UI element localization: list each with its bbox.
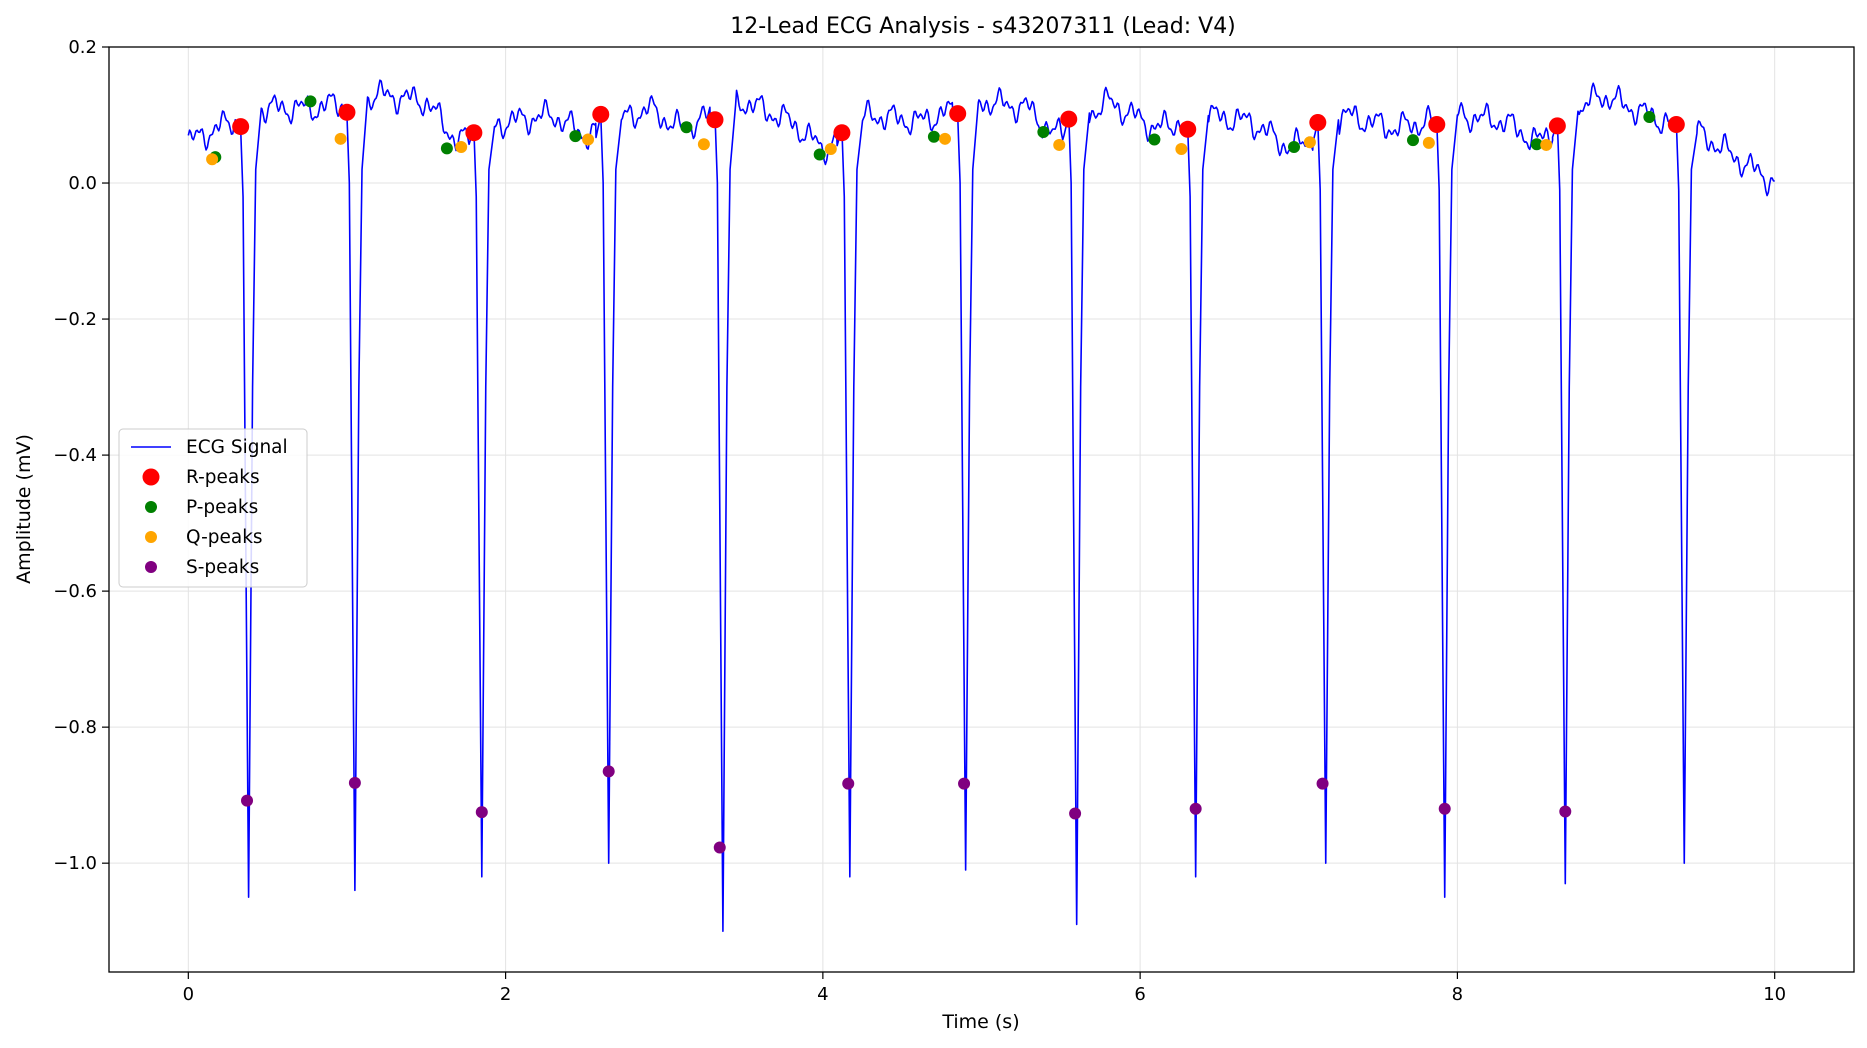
q-peaks-marker [1175,143,1188,156]
p-peaks-marker [304,95,317,108]
legend-label: ECG Signal [186,437,288,458]
r-peaks-marker [1179,120,1197,138]
x-tick-label: 8 [1452,984,1463,1005]
plot-frame [108,46,1855,973]
marker-layer [206,95,1685,854]
x-tick-label: 2 [500,984,511,1005]
legend-marker-swatch [145,561,157,573]
r-peaks-marker [592,105,610,123]
r-peaks-marker [1428,116,1446,134]
s-peaks-marker [958,777,971,790]
q-peaks-marker [582,133,595,146]
q-peaks-marker [1053,138,1066,151]
ecg-signal-line [187,79,1775,932]
s-peaks-marker [1316,777,1329,790]
p-peaks-marker [1643,111,1656,124]
s-peaks-marker [241,794,254,807]
r-peaks-marker [949,105,967,123]
p-peaks-marker [1288,140,1301,153]
r-peaks-marker [1060,110,1078,128]
r-peaks-marker [338,103,356,121]
p-peaks-marker [680,121,693,134]
q-peaks-marker [455,140,468,153]
s-peaks-marker [1438,802,1451,815]
p-peaks-marker [1530,138,1543,151]
s-peaks-marker [842,777,855,790]
q-peaks-marker [1422,136,1435,149]
p-peaks-marker [1148,133,1161,146]
x-tick-label: 6 [1134,984,1145,1005]
legend-marker-swatch [142,468,160,486]
p-peaks-marker [569,130,582,143]
y-tick-label: −0.4 [53,445,97,466]
legend-label: P-peaks [186,497,258,518]
q-peaks-marker [824,143,837,156]
r-peaks-marker [1548,117,1566,135]
signal-layer [187,79,1775,932]
q-peaks-marker [697,138,710,151]
y-tick-label: −0.8 [53,717,97,738]
legend-label: R-peaks [186,467,260,488]
q-peaks-marker [334,132,347,145]
x-axis-label: Time (s) [941,1011,1019,1033]
y-axis-label: Amplitude (mV) [13,434,35,584]
legend-label: S-peaks [186,557,259,578]
s-peaks-marker [1069,807,1082,820]
s-peaks-marker [475,806,488,819]
q-peaks-marker [939,132,952,145]
y-tick-label: −0.2 [53,309,97,330]
x-tick-label: 4 [817,984,828,1005]
s-peaks-marker [348,776,361,789]
p-peaks-marker [927,130,940,143]
legend-marker-swatch [145,531,157,543]
r-peaks-marker [232,118,250,136]
q-peaks-marker [1303,136,1316,149]
legend-box [118,428,308,588]
r-peaks-marker [1309,113,1327,131]
q-peaks-marker [1540,138,1553,151]
r-peaks-marker [1667,116,1685,134]
legend: ECG Signal R-peaks P-peaks Q-peaks S-peaks [118,428,308,588]
q-peaks-marker [206,153,219,166]
s-peaks-marker [1189,802,1202,815]
p-peaks-marker [1037,126,1050,139]
p-peaks-marker [1406,134,1419,147]
x-tick-label: 10 [1763,984,1786,1005]
x-tick-label: 0 [183,984,194,1005]
legend-label: Q-peaks [186,527,263,548]
legend-marker-swatch [145,501,157,513]
s-peaks-marker [1559,805,1572,818]
y-tick-label: 0.0 [68,173,97,194]
y-tick-label: −1.0 [53,853,97,874]
y-tick-label: 0.2 [68,37,97,58]
s-peaks-marker [713,841,726,854]
p-peaks-marker [813,148,826,161]
s-peaks-marker [602,765,615,778]
r-peaks-marker [833,124,851,142]
r-peaks-marker [465,124,483,142]
chart-title: 12-Lead ECG Analysis - s43207311 (Lead: … [730,14,1236,39]
y-tick-label: −0.6 [53,581,97,602]
r-peaks-marker [706,111,724,129]
tick-layer: 0 2 4 6 8 10 0.2 0.0 −0.2 −0.4 −0.6 −0.8 −1.0 [53,37,1786,1005]
p-peaks-marker [440,142,453,155]
